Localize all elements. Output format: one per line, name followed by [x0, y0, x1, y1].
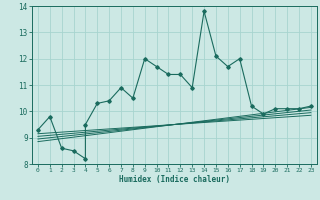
- X-axis label: Humidex (Indice chaleur): Humidex (Indice chaleur): [119, 175, 230, 184]
